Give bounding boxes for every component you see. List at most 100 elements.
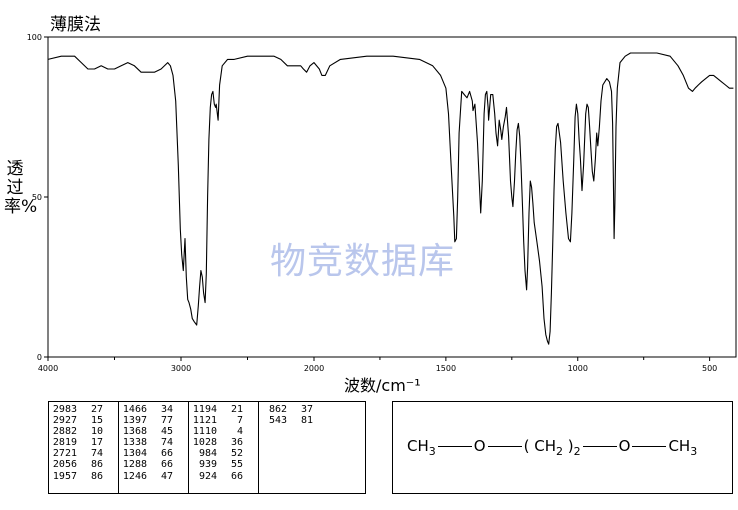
formula-paren-close: ) <box>567 437 574 455</box>
peak-transmittance: 66 <box>160 448 173 460</box>
x-tick-label: 3000 <box>171 364 191 373</box>
formula-ch3-right: CH <box>668 437 691 455</box>
peak-transmittance: 86 <box>90 459 103 471</box>
spectrum-line <box>47 52 734 345</box>
peak-transmittance: 47 <box>160 470 173 482</box>
peak-transmittance: 17 <box>90 437 103 449</box>
peak-transmittance: 21 <box>230 404 243 415</box>
peak-transmittance: 55 <box>230 459 243 471</box>
peak-transmittance: 66 <box>230 470 243 482</box>
peak-transmittance: 52 <box>230 448 243 460</box>
formula-paren-open: ( <box>523 437 530 455</box>
formula-sub-n: 2 <box>573 445 581 458</box>
peak-wavenumber: 939 <box>198 459 217 471</box>
peak-table-row: 2056 86 <box>49 459 118 470</box>
peak-table-column: 2983 27 2927 15 2882 10 2819 17 2721 74 2056 86 1957… <box>49 402 119 493</box>
y-axis-label-text: 透过率% <box>4 159 38 217</box>
peak-table-row: 1304 66 <box>119 448 188 459</box>
peak-table-row: 1028 36 <box>189 437 258 448</box>
peak-table-row: 1368 45 <box>119 426 188 437</box>
peak-transmittance: 7 <box>236 415 243 427</box>
peak-transmittance: 66 <box>160 459 173 471</box>
peak-table-row: 2983 27 <box>49 404 118 415</box>
peak-table-row: 543 81 <box>259 415 365 426</box>
peak-table-row: 1110 4 <box>189 426 258 437</box>
peak-wavenumber: 2882 <box>52 426 77 438</box>
peak-wavenumber: 1288 <box>122 459 147 471</box>
peak-table-column: 1466 34 1397 77 1368 45 1338 74 1304 66 1288 66 1246… <box>119 402 189 493</box>
peak-wavenumber: 924 <box>198 470 217 482</box>
peak-table-row: 1194 21 <box>189 404 258 415</box>
page-title: 薄膜法 <box>50 15 101 35</box>
peak-table-column: 862 37 543 81 <box>259 402 365 493</box>
peak-table-row: 1121 7 <box>189 415 258 426</box>
peak-wavenumber: 2721 <box>52 448 77 460</box>
peak-transmittance: 77 <box>160 415 173 427</box>
peak-wavenumber: 984 <box>198 448 217 460</box>
x-tick-label: 500 <box>702 364 717 373</box>
peak-transmittance: 45 <box>160 426 173 438</box>
peak-transmittance: 37 <box>300 404 313 415</box>
peak-wavenumber: 543 <box>268 415 287 427</box>
peak-table-row: 1466 34 <box>119 404 188 415</box>
x-tick-label: 1000 <box>568 364 588 373</box>
peak-table: 2983 27 2927 15 2882 10 2819 17 2721 74 2056 86 1957… <box>48 401 366 494</box>
peak-table-row: 984 52 <box>189 448 258 459</box>
peak-wavenumber: 1466 <box>122 404 147 415</box>
formula-sub2-inner: 2 <box>555 445 563 458</box>
peak-wavenumber: 1028 <box>192 437 217 449</box>
peak-transmittance: 36 <box>230 437 243 449</box>
bond-2 <box>487 446 522 447</box>
peak-transmittance: 74 <box>90 448 103 460</box>
peak-wavenumber: 1194 <box>192 404 217 415</box>
x-axis-label: 波数/cm⁻¹ <box>344 376 421 395</box>
formula-o-right: O <box>618 437 631 455</box>
peak-transmittance: 81 <box>300 415 313 427</box>
peak-transmittance: 34 <box>160 404 173 415</box>
formula-ch3-left: CH <box>407 437 429 455</box>
peak-wavenumber: 1121 <box>192 415 217 427</box>
peak-table-row: 2819 17 <box>49 437 118 448</box>
peak-transmittance: 4 <box>236 426 243 438</box>
formula-ch2: CH <box>534 437 556 455</box>
y-tick-label: 50 <box>32 193 42 202</box>
peak-table-row: 2882 10 <box>49 426 118 437</box>
peak-transmittance: 86 <box>90 470 103 482</box>
peak-wavenumber: 1397 <box>122 415 147 427</box>
peak-table-row: 862 37 <box>259 404 365 415</box>
y-tick-label: 100 <box>27 33 42 42</box>
bond-3 <box>582 446 617 447</box>
peak-table-column: 1194 21 1121 7 1110 4 1028 36 984 52 939 55 924 66 <box>189 402 259 493</box>
peak-wavenumber: 1338 <box>122 437 147 449</box>
peak-wavenumber: 1246 <box>122 470 147 482</box>
peak-transmittance: 15 <box>90 415 103 427</box>
y-tick-label: 0 <box>37 353 42 362</box>
formula-sub3-right: 3 <box>690 445 698 458</box>
plot-frame <box>47 36 737 358</box>
peak-wavenumber: 1957 <box>52 470 77 482</box>
x-tick-label: 1500 <box>436 364 456 373</box>
peak-table-row: 1338 74 <box>119 437 188 448</box>
peak-table-row: 939 55 <box>189 459 258 470</box>
y-axis-label: 透过率% <box>4 160 37 217</box>
peak-wavenumber: 2927 <box>52 415 77 427</box>
peak-table-row: 1957 86 <box>49 471 118 482</box>
bond-4 <box>632 446 667 447</box>
x-tick-label: 4000 <box>38 364 58 373</box>
watermark: 物竞数据库 <box>270 241 456 282</box>
peak-wavenumber: 1368 <box>122 426 147 438</box>
formula-o-left: O <box>473 437 486 455</box>
peak-wavenumber: 1110 <box>192 426 217 438</box>
peak-wavenumber: 2983 <box>52 404 77 415</box>
peak-table-row: 1288 66 <box>119 459 188 470</box>
peak-transmittance: 27 <box>90 404 103 415</box>
peak-table-row: 1246 47 <box>119 471 188 482</box>
peak-wavenumber: 1304 <box>122 448 147 460</box>
formula-line: CH3 O( CH2 )2 O CH3 <box>407 437 697 458</box>
peak-transmittance: 10 <box>90 426 103 438</box>
peak-transmittance: 74 <box>160 437 173 449</box>
peak-wavenumber: 2819 <box>52 437 77 449</box>
peak-table-row: 2927 15 <box>49 415 118 426</box>
formula-sub3-left: 3 <box>428 445 436 458</box>
